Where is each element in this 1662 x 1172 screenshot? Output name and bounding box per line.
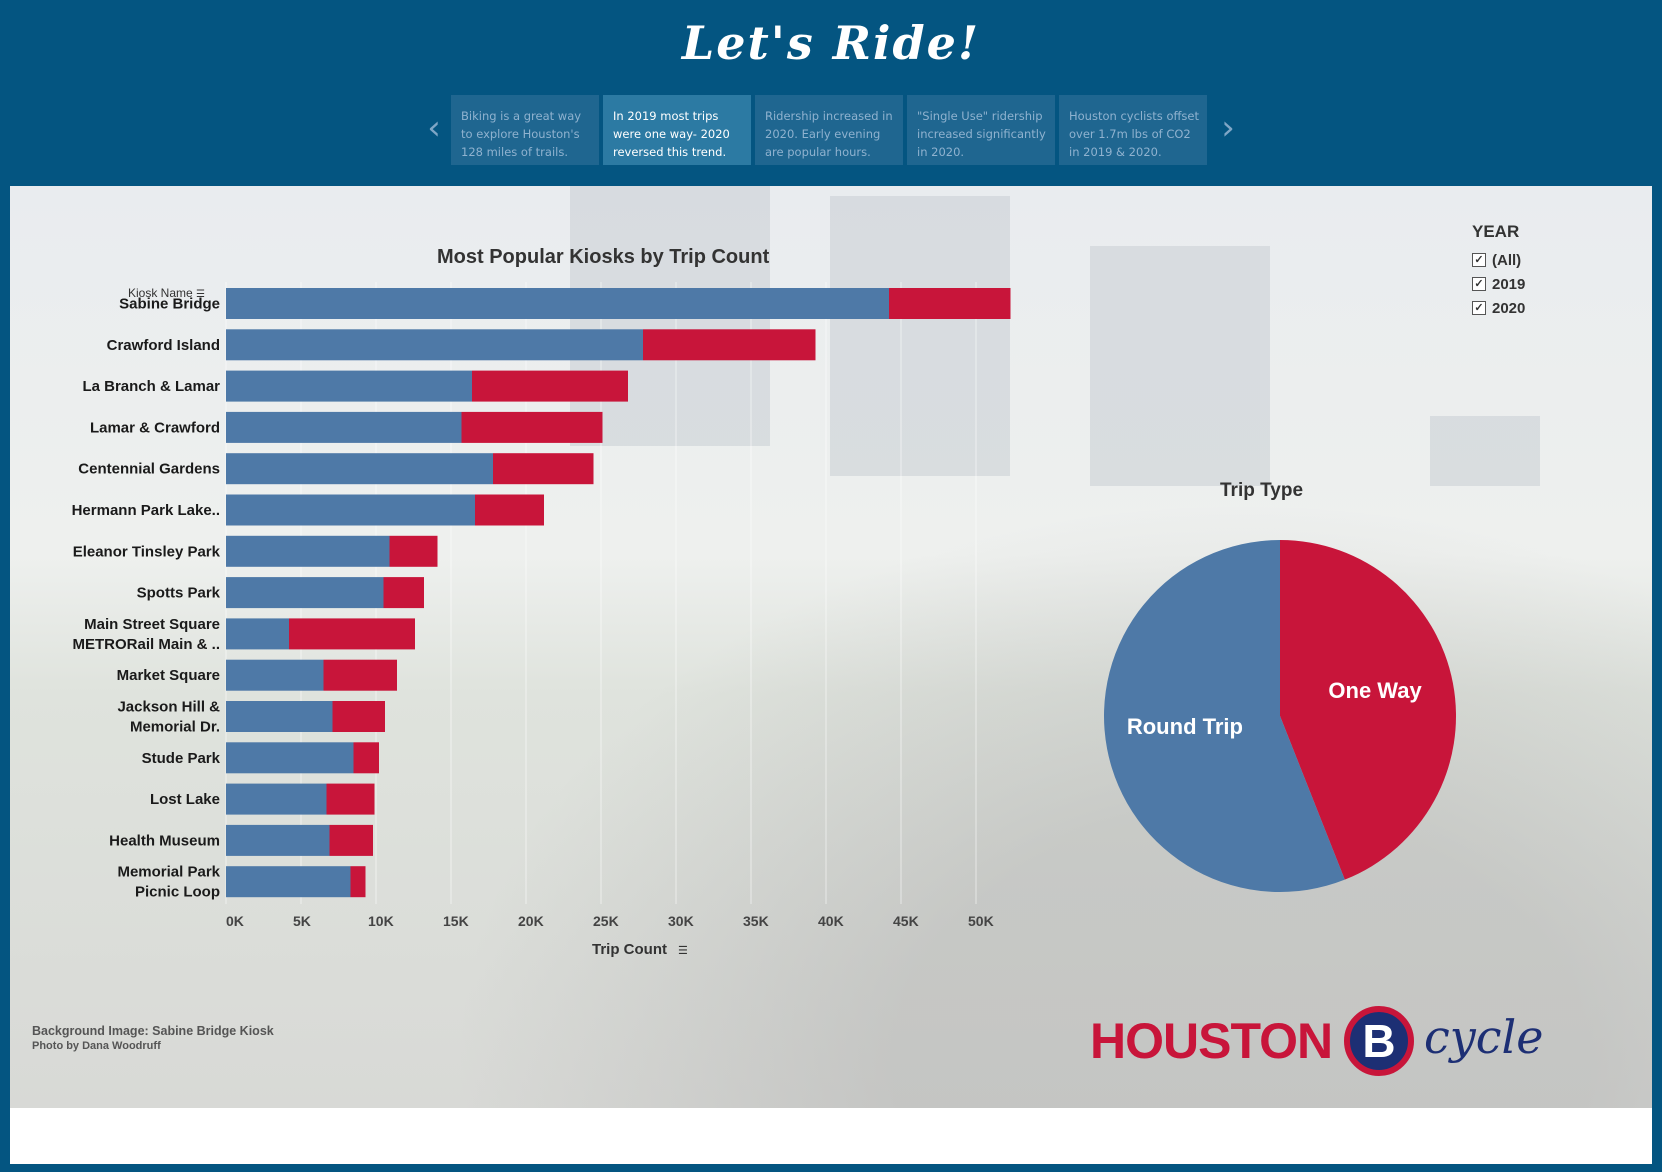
x-tick-label: 30K [668,913,694,929]
bar-chart: Sabine Bridge Crawford Island La Branch & … [72,282,1011,958]
bar-segment-one-way[interactable] [889,288,1011,319]
photo-credit-author: Photo by Dana Woodruff [32,1040,161,1052]
bar-segment-round-trip[interactable] [226,824,330,856]
pie-label-round-trip: Round Trip [1127,714,1243,739]
kiosk-label: Main Street Square METRORail Main & .. [72,616,220,653]
x-tick-label: 20K [518,913,544,929]
kiosk-name-header[interactable]: Kiosk Name ☰ [128,286,205,300]
logo-houston-text: HOUSTON [1090,1013,1333,1069]
bar-segment-one-way[interactable] [323,659,398,691]
bar-segment-round-trip[interactable] [226,411,462,443]
checkbox-2020[interactable]: ✓ [1472,301,1486,315]
bar-segment-one-way[interactable] [643,329,816,361]
bar-segment-one-way[interactable] [389,535,438,567]
year-option-label: (All) [1492,251,1522,269]
pie-slice-round-trip[interactable] [1104,540,1345,892]
checkbox-all[interactable]: ✓ [1472,253,1486,267]
bar-segment-round-trip[interactable] [226,866,351,898]
bar-segment-round-trip[interactable] [226,288,889,319]
logo-cycle-text: cycle [1424,1010,1544,1064]
checkbox-2019[interactable]: ✓ [1472,277,1486,291]
bar-segment-round-trip[interactable] [226,742,354,774]
x-tick-label: 15K [443,913,469,929]
kiosk-label: Health Museum [109,832,220,849]
bar-segment-one-way[interactable] [472,370,628,402]
bar-segment-round-trip[interactable] [226,370,472,402]
kiosk-label: Hermann Park Lake.. [72,502,220,519]
kiosk-label: Lamar & Crawford [90,419,220,436]
bar-segment-one-way[interactable] [475,494,544,526]
kiosk-name-label: Kiosk Name [128,286,193,300]
x-tick-label: 0K [226,913,244,929]
x-tick-label: 5K [293,913,311,929]
kiosk-label: Memorial Park Picnic Loop [117,864,220,901]
pie-label-one-way: One Way [1328,678,1422,703]
bar-segment-round-trip[interactable] [226,329,643,361]
kiosk-label: La Branch & Lamar [82,378,220,395]
kiosk-label: Market Square [117,667,220,684]
x-tick-label: 25K [593,913,619,929]
pie-slice-one-way[interactable] [1280,540,1456,880]
year-option-2020[interactable]: ✓ 2020 [1472,296,1525,320]
year-filter: YEAR ✓ (All) ✓ 2019 ✓ 2020 [1472,222,1525,320]
photo-credit-title: Background Image: Sabine Bridge Kiosk [32,1024,274,1038]
kiosk-label: Centennial Gardens [78,461,220,478]
year-option-2019[interactable]: ✓ 2019 [1472,272,1525,296]
bar-segment-one-way[interactable] [326,783,375,815]
logo-b-badge: B [1344,1006,1414,1076]
pie-chart: One Way Round Trip [1104,540,1456,892]
x-tick-label: 40K [818,913,844,929]
story-point-4[interactable]: "Single Use" ridership increased signifi… [907,95,1055,165]
bar-chart-title: Most Popular Kiosks by Trip Count [437,246,770,268]
bar-segment-round-trip[interactable] [226,453,493,485]
dashboard-title: Let's Ride! [681,16,981,70]
bar-segment-one-way[interactable] [332,701,386,732]
kiosk-label: Eleanor Tinsley Park [73,543,221,560]
bar-segment-one-way[interactable] [329,824,374,856]
story-point-3[interactable]: Ridership increased in 2020. Early eveni… [755,95,903,165]
bar-segment-one-way[interactable] [493,453,594,485]
bar-segment-round-trip[interactable] [226,535,390,567]
bar-segment-one-way[interactable] [383,577,425,609]
bar-segment-round-trip[interactable] [226,618,289,650]
kiosk-label: Jackson Hill & Memorial Dr. [117,699,220,736]
bar-segment-one-way[interactable] [350,866,366,898]
story-point-2[interactable]: In 2019 most trips were one way- 2020 re… [603,95,751,165]
story-point-1[interactable]: Biking is a great way to explore Houston… [451,95,599,165]
dashboard-panel: Most Popular Kiosks by Trip Count Kiosk … [10,186,1652,1164]
x-tick-label: 35K [743,913,769,929]
bar-segment-one-way[interactable] [289,618,415,650]
bar-segment-one-way[interactable] [461,411,603,443]
sort-icon[interactable]: ☰ [196,289,205,300]
bar-segment-round-trip[interactable] [226,659,324,691]
kiosk-label: Lost Lake [150,791,220,808]
bar-segment-round-trip[interactable] [226,494,475,526]
story-point-5[interactable]: Houston cyclists offset over 1.7m lbs of… [1059,95,1207,165]
kiosk-label: Spotts Park [137,585,221,602]
x-tick-label: 50K [968,913,994,929]
kiosk-label: Sabine Bridge [119,296,220,313]
year-filter-title: YEAR [1472,222,1520,241]
x-tick-label: 10K [368,913,394,929]
bar-segment-one-way[interactable] [353,742,380,774]
bar-segment-round-trip[interactable] [226,783,327,815]
story-points-nav: Biking is a great way to explore Houston… [451,95,1207,165]
year-option-all[interactable]: ✓ (All) [1472,248,1525,272]
bar-segment-round-trip[interactable] [226,701,333,732]
chevron-right-icon[interactable]: › [1221,108,1235,148]
bar-segment-round-trip[interactable] [226,577,384,609]
sort-icon[interactable]: ☰ [678,945,688,957]
kiosk-label: Crawford Island [107,337,220,354]
pie-chart-title: Trip Type [1220,480,1304,501]
x-tick-label: 45K [893,913,919,929]
year-option-label: 2020 [1492,299,1526,317]
x-axis-title: Trip Count [592,941,667,958]
chevron-left-icon[interactable]: ‹ [427,108,441,148]
year-option-label: 2019 [1492,275,1526,293]
kiosk-label: Stude Park [142,750,221,767]
